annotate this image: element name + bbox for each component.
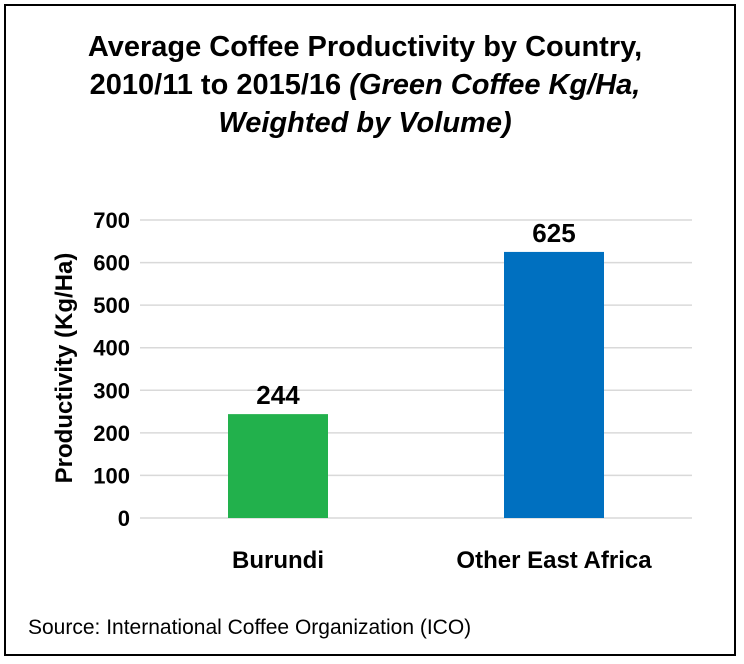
y-tick-label: 100 [93, 463, 130, 488]
data-label: 625 [532, 218, 575, 248]
data-labels: 244 625 [256, 218, 575, 410]
bar-other-east-africa [504, 251, 604, 518]
chart-frame [4, 4, 736, 656]
x-category-label: Burundi [232, 547, 324, 574]
bar-burundi [228, 414, 328, 518]
y-tick-label: 400 [93, 336, 130, 361]
y-tick-label: 500 [93, 293, 130, 318]
y-axis-ticks: 0 100 200 300 400 500 600 700 [93, 208, 130, 531]
x-axis-categories: Burundi Other East Africa [232, 547, 652, 574]
x-category-label: Other East Africa [456, 547, 652, 574]
chart-title-main: Average Coffee Productivity by Country, … [87, 31, 643, 101]
data-label: 244 [256, 380, 300, 410]
y-tick-label: 0 [118, 506, 130, 531]
chart-title: Average Coffee Productivity by Country, … [40, 28, 690, 142]
y-axis-label: Productivity (Kg/Ha) [51, 253, 78, 484]
y-tick-label: 600 [93, 251, 130, 276]
bars [228, 251, 604, 518]
gridlines [140, 219, 692, 519]
y-tick-label: 300 [93, 378, 130, 403]
y-tick-label: 700 [93, 208, 130, 233]
source-note: Source: International Coffee Organizatio… [28, 616, 472, 639]
chart-title-subtitle: (Green Coffee Kg/Ha, Weighted by Volume) [218, 69, 641, 139]
y-tick-label: 200 [93, 421, 130, 446]
